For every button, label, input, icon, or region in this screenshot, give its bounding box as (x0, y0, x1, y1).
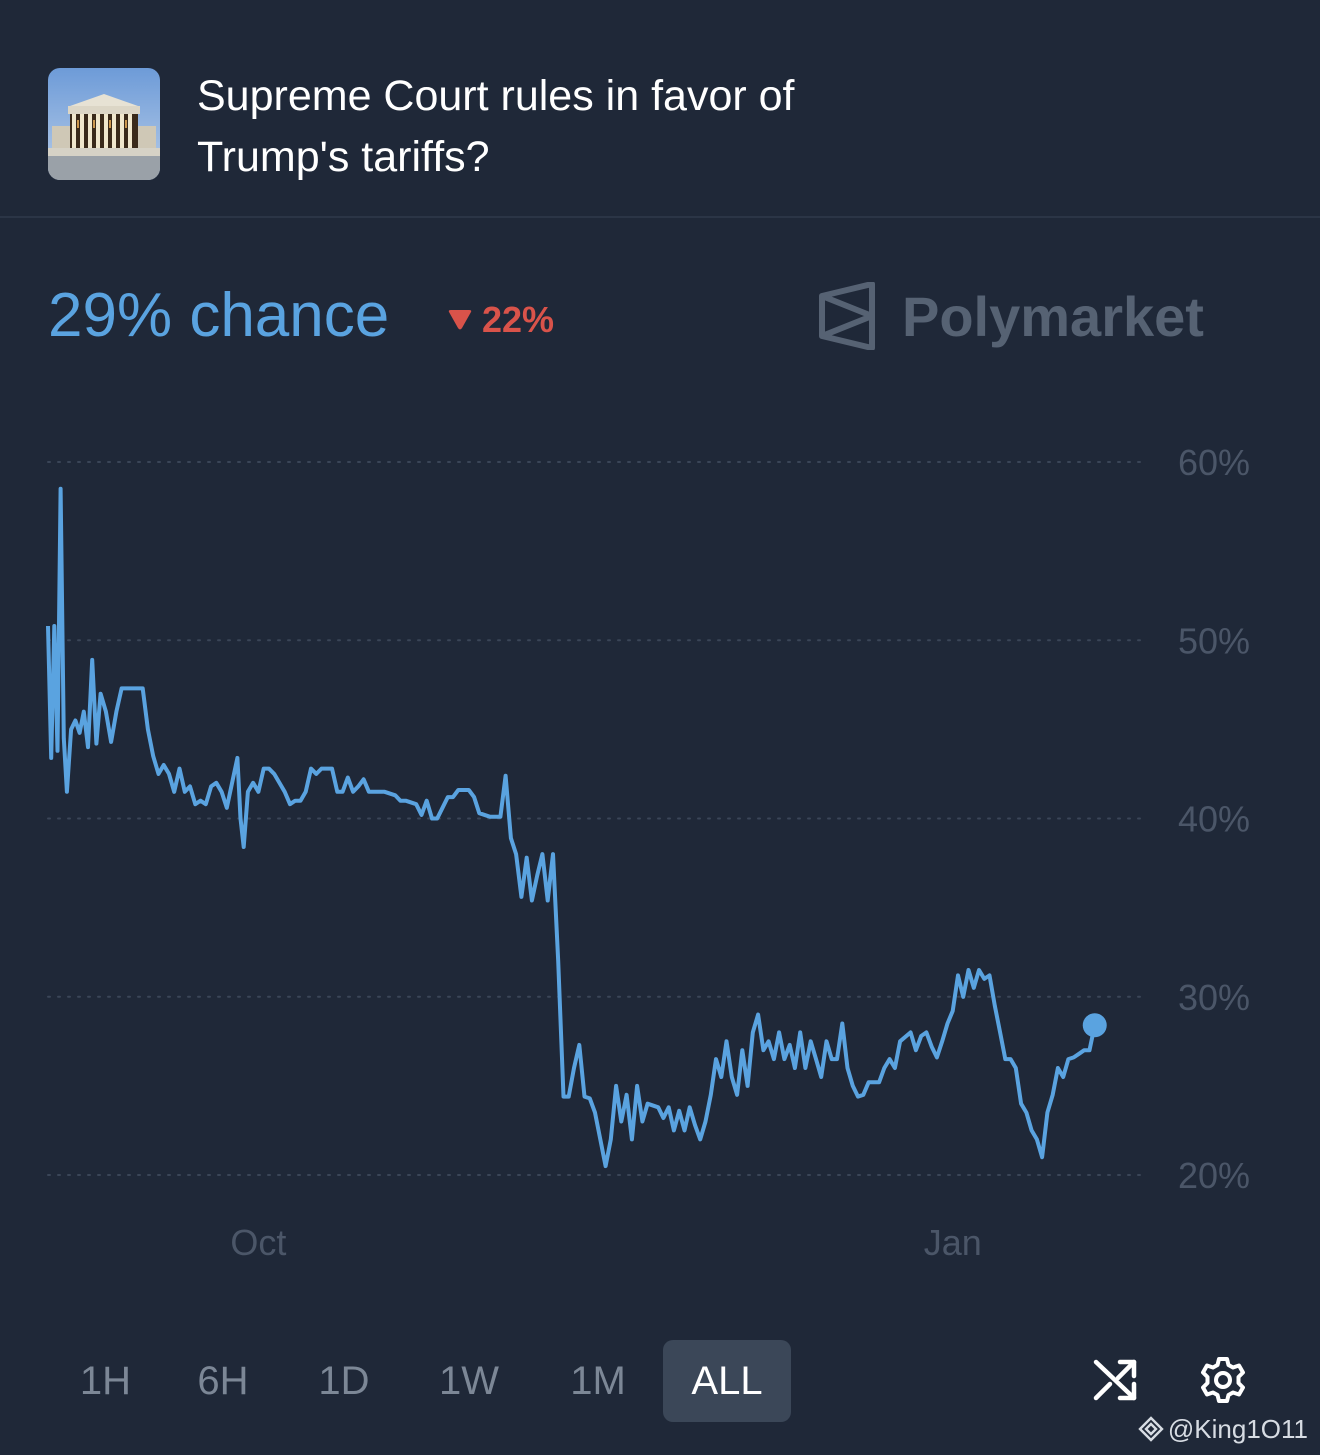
settings-button[interactable] (1199, 1356, 1247, 1404)
shuffle-button[interactable] (1092, 1356, 1140, 1404)
time-range-selector: 1H 6H 1D 1W 1M ALL (48, 1340, 791, 1422)
price-line (46, 486, 1097, 1169)
y-tick-label: 20% (1178, 1155, 1250, 1196)
x-tick-label: Jan (924, 1222, 982, 1263)
time-range-1h[interactable]: 1H (79, 1359, 132, 1403)
chance-value: 29% chance (48, 281, 390, 350)
change-value: 22% (482, 299, 555, 340)
y-tick-label: 50% (1178, 620, 1250, 661)
market-title: Supreme Court rules in favor of Trump's … (197, 72, 795, 181)
time-range-6h[interactable]: 6H (197, 1359, 249, 1403)
gear-icon (1201, 1357, 1245, 1403)
y-tick-label: 60% (1178, 442, 1250, 483)
y-tick-label: 30% (1178, 977, 1250, 1018)
watermark: @King1O11 (1138, 1412, 1308, 1446)
time-range-1d[interactable]: 1D (318, 1359, 370, 1403)
supreme-court-building-image (48, 68, 160, 180)
polymarket-brand: Polymarket (818, 280, 1204, 352)
price-chart[interactable]: 60% 50% 40% 30% 20% Oct Jan (0, 400, 1320, 1280)
polymarket-logo-icon (819, 282, 875, 350)
time-range-all[interactable]: ALL (663, 1340, 791, 1422)
change-indicator: 22% (446, 298, 554, 342)
watermark-text: @King1O11 (1167, 1414, 1308, 1444)
shuffle-icon (1093, 1359, 1137, 1401)
price-chart-svg: 60% 50% 40% 30% 20% Oct Jan (46, 442, 1250, 1263)
market-header: Supreme Court rules in favor of Trump's … (0, 0, 1320, 218)
time-range-1w[interactable]: 1W (439, 1359, 499, 1403)
binance-square-icon (1138, 1416, 1164, 1442)
current-point-marker (1082, 1013, 1107, 1038)
y-tick-label: 40% (1178, 799, 1250, 840)
down-triangle-icon (448, 310, 472, 330)
x-tick-label: Oct (230, 1222, 286, 1263)
market-thumbnail[interactable] (48, 68, 160, 180)
time-range-1m[interactable]: 1M (570, 1359, 626, 1403)
brand-name: Polymarket (902, 284, 1204, 348)
